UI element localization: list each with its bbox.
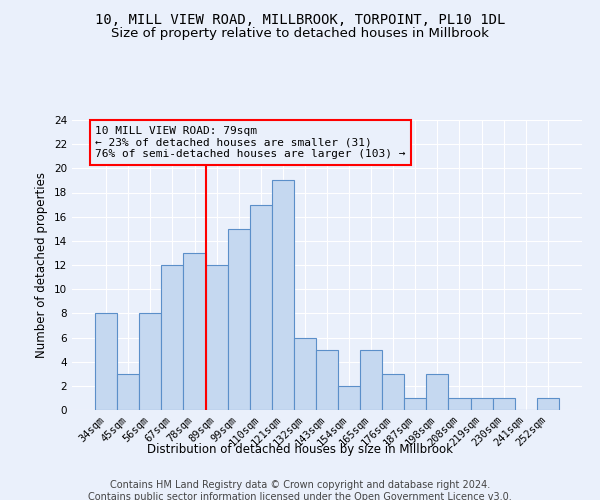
Text: Distribution of detached houses by size in Millbrook: Distribution of detached houses by size … (147, 442, 453, 456)
Bar (493, 398, 515, 410)
Bar (227, 229, 250, 410)
Bar (316, 350, 338, 410)
Bar (161, 265, 184, 410)
Bar (250, 204, 272, 410)
Y-axis label: Number of detached properties: Number of detached properties (35, 172, 49, 358)
Bar (117, 374, 139, 410)
Bar (95, 314, 117, 410)
Text: Contains HM Land Registry data © Crown copyright and database right 2024.: Contains HM Land Registry data © Crown c… (110, 480, 490, 490)
Text: 10 MILL VIEW ROAD: 79sqm
← 23% of detached houses are smaller (31)
76% of semi-d: 10 MILL VIEW ROAD: 79sqm ← 23% of detach… (95, 126, 406, 159)
Text: 10, MILL VIEW ROAD, MILLBROOK, TORPOINT, PL10 1DL: 10, MILL VIEW ROAD, MILLBROOK, TORPOINT,… (95, 12, 505, 26)
Bar (139, 314, 161, 410)
Bar (537, 398, 559, 410)
Text: Contains public sector information licensed under the Open Government Licence v3: Contains public sector information licen… (88, 492, 512, 500)
Bar (360, 350, 382, 410)
Bar (184, 253, 206, 410)
Bar (294, 338, 316, 410)
Bar (338, 386, 360, 410)
Bar (427, 374, 448, 410)
Bar (404, 398, 427, 410)
Bar (470, 398, 493, 410)
Bar (382, 374, 404, 410)
Bar (206, 265, 227, 410)
Text: Size of property relative to detached houses in Millbrook: Size of property relative to detached ho… (111, 28, 489, 40)
Bar (448, 398, 470, 410)
Bar (272, 180, 294, 410)
